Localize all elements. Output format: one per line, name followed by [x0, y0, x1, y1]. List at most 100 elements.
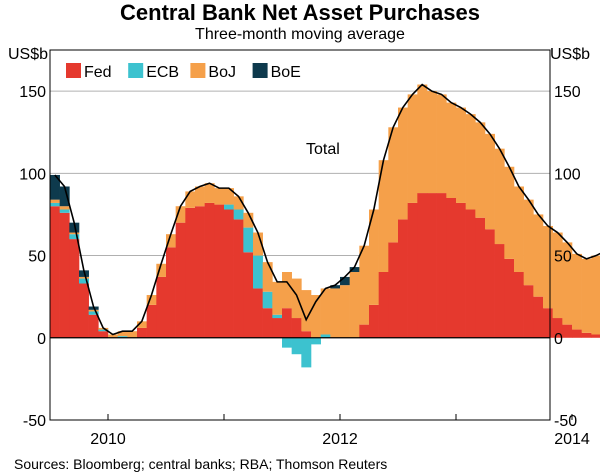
bar-ecb: [50, 202, 60, 207]
bar-boj: [572, 253, 582, 330]
bar-fed: [427, 193, 437, 338]
bar-fed: [195, 206, 205, 338]
y-tick-label-left: 50: [28, 249, 46, 266]
bar-fed: [301, 331, 312, 338]
bar-fed: [417, 193, 428, 338]
bar-boj: [204, 183, 215, 203]
total-line-layer: [54, 83, 600, 336]
bar-boj: [108, 334, 118, 338]
bar-boj: [485, 133, 495, 230]
bar-fed: [224, 209, 234, 338]
bar-layer: [50, 84, 600, 368]
bar-boj: [185, 191, 196, 208]
legend-label-ecb: ECB: [146, 64, 179, 81]
bar-ecb: [262, 291, 273, 309]
bar-boj: [69, 232, 80, 235]
y-tick-label-right: 0: [554, 331, 563, 348]
bar-boe: [330, 285, 341, 289]
bar-fed: [514, 272, 524, 338]
bar-boj: [378, 160, 389, 272]
bar-fed: [562, 324, 573, 338]
bar-fed: [581, 332, 592, 338]
bar-ecb: [88, 311, 99, 315]
bar-boe: [340, 276, 350, 286]
source-note: Sources: Bloomberg; central banks; RBA; …: [14, 456, 388, 472]
bar-boj: [398, 107, 408, 220]
bar-boj: [301, 290, 312, 332]
bar-fed: [253, 288, 263, 338]
bar-fed: [407, 202, 418, 338]
bar-fed: [243, 252, 254, 338]
bar-boj: [175, 206, 186, 223]
bar-fed: [572, 329, 582, 338]
bar-fed: [388, 242, 399, 338]
bar-ecb: [233, 209, 244, 220]
legend-swatch-fed: [66, 63, 81, 78]
bar-fed: [59, 212, 70, 338]
y-tick-label-left: 150: [19, 84, 46, 101]
bar-boe: [50, 174, 60, 200]
bar-fed: [185, 207, 196, 338]
bar-boj: [533, 214, 544, 297]
bar-boj: [523, 199, 534, 286]
axis-layer: -50-500050501001001501502010201220142016…: [19, 49, 590, 448]
bar-ecb: [301, 337, 312, 368]
y-tick-label-right: -50: [554, 413, 577, 430]
bar-fed: [552, 318, 563, 338]
bar-fed: [369, 304, 379, 338]
bar-fed: [475, 217, 486, 338]
plot-frame: [49, 49, 551, 421]
bar-fed: [446, 198, 457, 338]
legend-label-boe: BoE: [271, 64, 301, 81]
y-tick-label-right: 150: [554, 84, 581, 101]
bar-ecb: [320, 334, 331, 338]
bar-boj: [137, 321, 147, 328]
right-axis-unit: US$b: [550, 46, 591, 63]
bar-fed: [504, 258, 515, 338]
bar-boj: [436, 94, 447, 194]
bar-boj: [214, 188, 225, 205]
bar-boj: [117, 331, 128, 337]
bar-fed: [146, 304, 157, 338]
bar-ecb: [224, 204, 234, 210]
bar-fed: [533, 296, 544, 338]
bar-fed: [465, 209, 476, 338]
x-tick-label: 2012: [322, 431, 358, 448]
legend-swatch-boj: [190, 63, 206, 78]
bar-fed: [233, 219, 244, 338]
bar-ecb: [243, 227, 254, 253]
bar-boj: [195, 186, 205, 207]
y-tick-label-left: 100: [19, 166, 46, 183]
bar-boj: [79, 276, 89, 279]
total-annotation: Total: [306, 141, 340, 158]
bar-boj: [465, 114, 476, 210]
bar-boj: [59, 206, 70, 210]
bar-boj: [156, 263, 167, 277]
bar-boj: [291, 278, 302, 319]
bar-fed: [166, 247, 176, 338]
bar-fed: [175, 222, 186, 338]
bar-ecb: [253, 255, 263, 289]
bar-boj: [340, 285, 350, 338]
bar-fed: [494, 244, 505, 338]
bar-boj: [50, 199, 60, 203]
bar-boj: [504, 166, 515, 259]
bar-boe: [69, 222, 80, 233]
bar-fed: [378, 272, 389, 338]
bar-boj: [427, 91, 437, 194]
bar-boj: [349, 272, 360, 338]
bar-ecb: [69, 234, 80, 240]
bar-boj: [146, 295, 157, 305]
line-total: [54, 83, 600, 336]
bar-boj: [407, 94, 418, 203]
bar-fed: [137, 327, 147, 338]
bar-fed: [204, 202, 215, 338]
bar-fed: [291, 318, 302, 338]
bar-fed: [591, 334, 600, 338]
bar-ecb: [79, 278, 89, 284]
bar-boj: [359, 245, 370, 325]
bar-fed: [359, 324, 370, 338]
chart-title: Central Bank Net Asset Purchases: [120, 0, 480, 25]
legend-swatch-ecb: [128, 63, 144, 78]
bar-fed: [272, 318, 283, 338]
